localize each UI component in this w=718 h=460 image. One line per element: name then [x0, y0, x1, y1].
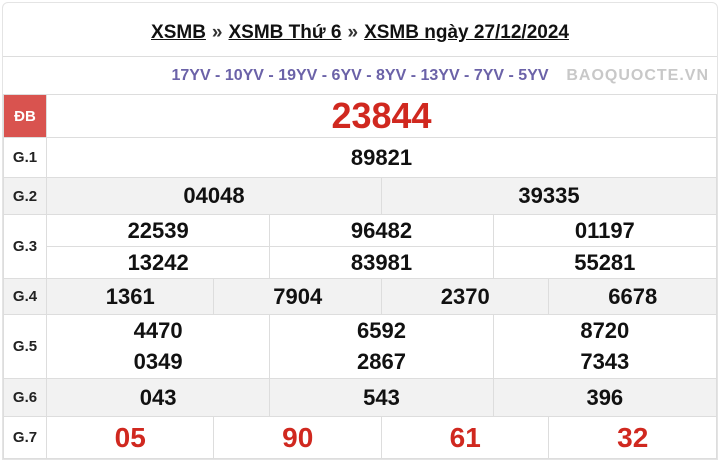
row-g7: G.7 05 90 61 32	[3, 416, 717, 459]
prize-label: G.2	[3, 177, 47, 215]
prize-label: ĐB	[3, 94, 47, 138]
prize-value: 2867	[269, 346, 494, 379]
row-g5: G.5 4470 6592 8720	[3, 314, 718, 379]
prize-value: 13242	[45, 246, 271, 279]
row-g3: G.3 22539 96482 01197	[3, 214, 718, 279]
row-g4: G.4 1361 7904 2370 6678	[3, 278, 717, 315]
watermark: BAOQUOCTE.VN	[566, 67, 709, 84]
prize-value: 6592	[269, 314, 494, 347]
row-g3b: 13242 83981 55281	[4, 246, 718, 279]
prize-value: 7343	[492, 346, 718, 379]
row-g5b: 0349 2867 7343	[4, 346, 718, 379]
prize-value: 0349	[45, 346, 271, 379]
breadcrumb: XSMB» XSMB Thứ 6» XSMB ngày 27/12/2024	[3, 3, 717, 56]
prize-value: 6678	[548, 278, 717, 315]
row-db: ĐB 23844	[3, 94, 717, 138]
row-g6: G.6 043 543 396	[3, 378, 718, 417]
prize-value: 043	[45, 378, 271, 417]
prize-label: G.5	[3, 314, 47, 379]
row-g1: G.1 89821	[3, 137, 717, 178]
prize-value: 83981	[269, 246, 494, 279]
prize-value: 2370	[380, 278, 550, 315]
prize-value: 22539	[45, 214, 271, 247]
prize-value: 39335	[380, 177, 718, 215]
prize-value: 90	[213, 416, 382, 459]
breadcrumb-xsmb[interactable]: XSMB	[151, 22, 206, 43]
prize-value: 89821	[46, 137, 717, 178]
special-codes-row: 17YV - 10YV - 19YV - 6YV - 8YV - 13YV - …	[3, 56, 717, 94]
prize-value: 61	[380, 416, 550, 459]
prize-label: G.1	[3, 137, 47, 178]
prize-value: 55281	[492, 246, 718, 279]
prize-value: 4470	[45, 314, 271, 347]
breadcrumb-xsmb-thu6[interactable]: XSMB Thứ 6	[228, 22, 342, 43]
prize-value: 7904	[213, 278, 382, 315]
prize-value: 23844	[46, 94, 717, 138]
row-g2: G.2 04048 39335	[3, 177, 718, 215]
prize-value: 04048	[46, 177, 382, 215]
results-table: ĐB 23844 G.1 89821 G.2 04048 39335 G.3 2…	[3, 94, 718, 459]
prize-label: G.7	[3, 416, 47, 459]
prize-label: G.3	[3, 214, 47, 279]
prize-value: 01197	[492, 214, 718, 247]
prize-value: 8720	[492, 314, 718, 347]
prize-value: 396	[492, 378, 718, 417]
prize-value: 05	[45, 416, 215, 459]
breadcrumb-xsmb-date[interactable]: XSMB ngày 27/12/2024	[364, 22, 569, 43]
prize-label: G.6	[3, 378, 47, 417]
prize-value: 96482	[269, 214, 494, 247]
prize-value: 32	[548, 416, 717, 459]
prize-value: 543	[269, 378, 494, 417]
prize-value: 1361	[45, 278, 215, 315]
special-codes: 17YV - 10YV - 19YV - 6YV - 8YV - 13YV - …	[171, 67, 549, 84]
breadcrumb-separator: »	[211, 22, 223, 43]
breadcrumb-separator: »	[347, 22, 359, 43]
prize-label: G.4	[3, 278, 47, 315]
